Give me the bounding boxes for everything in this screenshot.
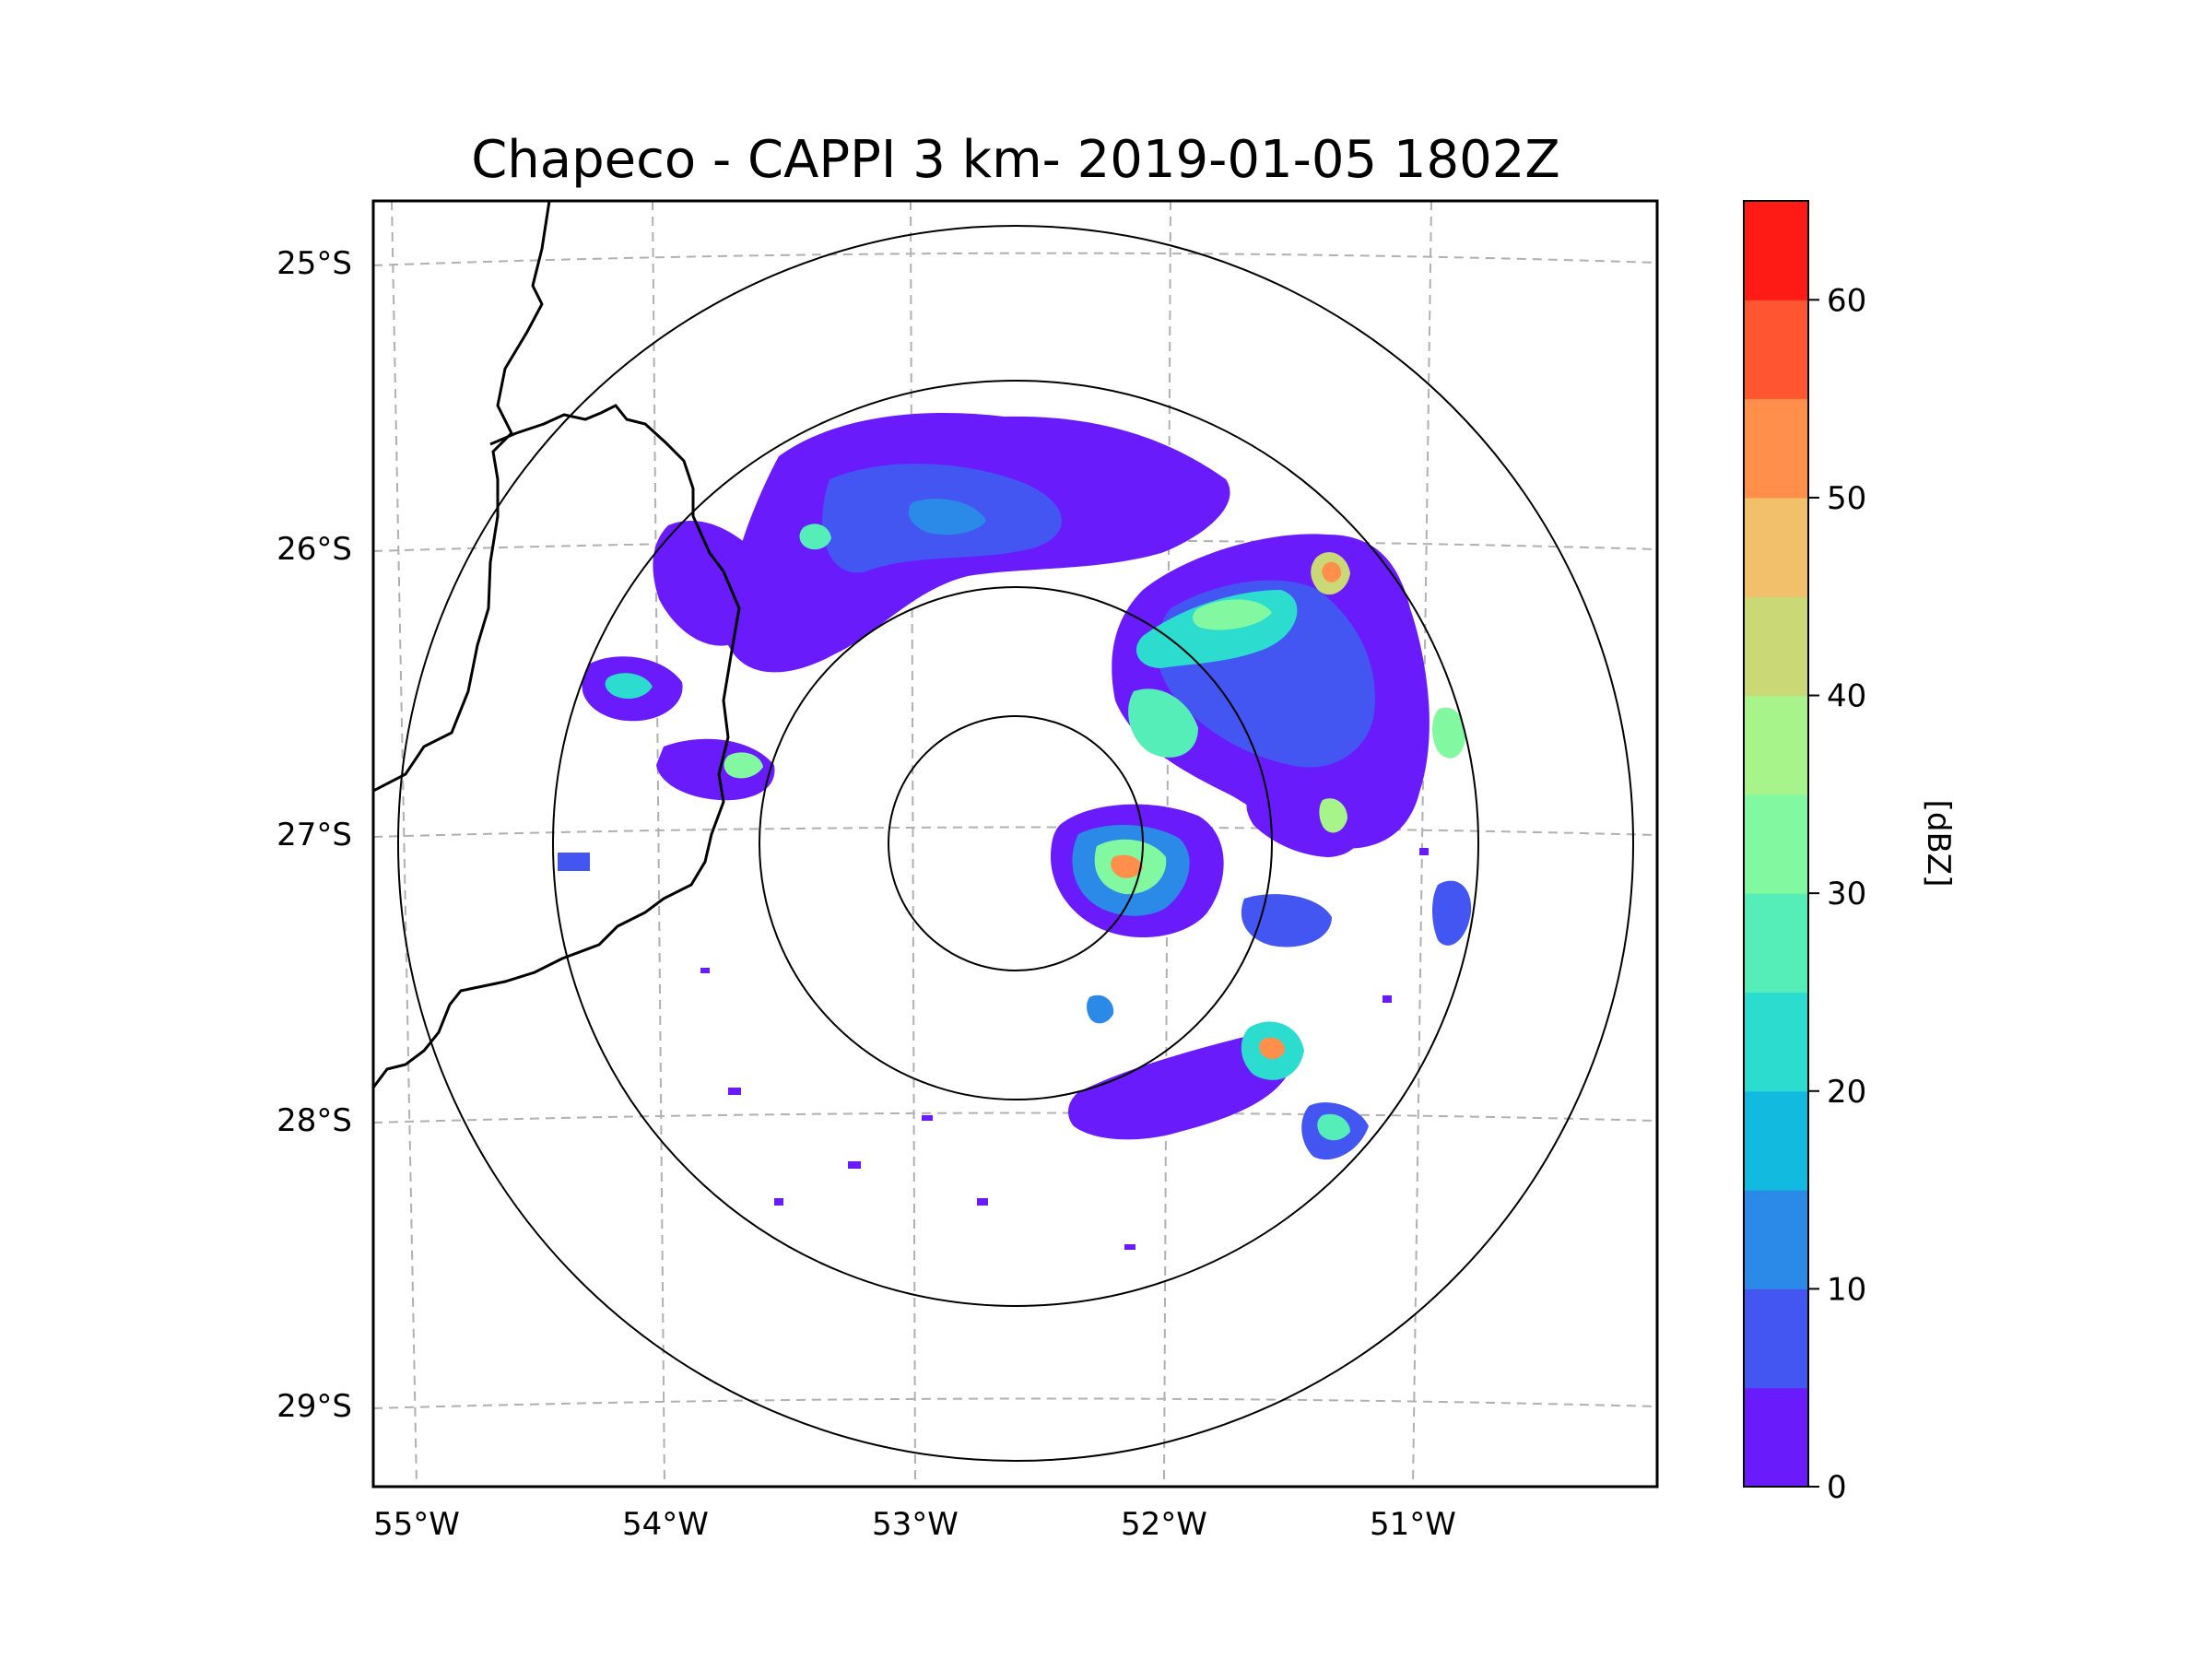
parallel-28s	[373, 1112, 1657, 1124]
colorbar-segment	[1744, 398, 1808, 499]
border-argentina-paraguay	[373, 201, 551, 793]
radar-echoes	[558, 412, 1472, 1250]
map-background	[373, 201, 1657, 1487]
range-ring-1	[888, 715, 1144, 971]
parallel-26s	[373, 539, 1657, 552]
colorbar-segment	[1744, 596, 1808, 697]
echo-central-storm-peak	[1111, 854, 1143, 878]
echo-ne-peak-core	[1322, 561, 1342, 582]
colorbar-segment	[1744, 1090, 1808, 1191]
echo-speckle-8	[1382, 995, 1392, 1003]
lat-tick-label: 28°S	[276, 1102, 352, 1139]
echo-east-cell-core	[1319, 798, 1347, 833]
chart-title: Chapeco - CAPPI 3 km- 2019-01-05 1802Z	[471, 130, 1560, 190]
map-panel	[371, 199, 1659, 1488]
echo-southeast-cell-core	[1317, 1113, 1350, 1141]
colorbar-label: [dBZ]	[1920, 800, 1957, 888]
colorbar-segment	[1744, 695, 1808, 795]
lon-tick-label: 52°W	[1121, 1506, 1207, 1543]
colorbar-tick-label: 10	[1827, 1271, 1866, 1308]
echo-speckle-2	[848, 1161, 861, 1169]
lon-tick-labels: 55°W 54°W 53°W 52°W 51°W	[373, 1506, 1456, 1543]
echo-speckle-5	[728, 1088, 741, 1095]
echo-nw-cell-core	[799, 524, 831, 550]
colorbar-tick-label: 40	[1827, 678, 1866, 715]
colorbar-segment	[1744, 497, 1808, 597]
colorbar-segment	[1744, 992, 1808, 1092]
range-ring-3	[552, 380, 1479, 1307]
lon-tick-label: 54°W	[622, 1506, 709, 1543]
colorbar-frame	[1743, 200, 1809, 1488]
meridian-53w	[910, 201, 916, 1487]
colorbar-tick-label: 30	[1827, 876, 1866, 912]
echo-ne-arm	[1128, 688, 1198, 758]
colorbar-segment	[1744, 201, 1808, 300]
colorbar-segment	[1744, 300, 1808, 400]
colorbar-segment	[1744, 1190, 1808, 1289]
lat-tick-label: 25°S	[276, 245, 352, 282]
lat-tick-label: 27°S	[276, 817, 352, 853]
lat-tick-label: 29°S	[276, 1388, 352, 1425]
echo-west-1-core	[605, 673, 653, 700]
colorbar-segment	[1744, 794, 1808, 894]
echo-ne-band-core	[1193, 599, 1272, 630]
colorbar-tick-label: 20	[1827, 1074, 1866, 1111]
colorbar-tick-label: 60	[1827, 282, 1866, 319]
meridian-51w	[1412, 201, 1432, 1487]
echo-south-band	[1067, 1033, 1293, 1140]
echo-speckle-7	[922, 1115, 933, 1121]
colorbar-tick-label: 50	[1827, 480, 1866, 517]
colorbar-segments	[1744, 201, 1808, 1488]
range-ring-2	[759, 586, 1273, 1100]
map-content	[373, 201, 1657, 1487]
echo-speckle-1	[774, 1198, 783, 1206]
parallel-27s	[373, 826, 1657, 838]
lon-tick-label: 55°W	[373, 1506, 460, 1543]
meridian-54w	[652, 201, 665, 1487]
colorbar-ticks: 0 10 20 30 40 50 60	[1808, 282, 1866, 1506]
echo-west-small	[558, 853, 590, 871]
echo-speckle-4	[1124, 1244, 1135, 1250]
colorbar-segment	[1744, 1288, 1808, 1389]
parallel-25s	[373, 252, 1657, 266]
echo-speckle-6	[700, 968, 710, 973]
lon-tick-label: 53°W	[872, 1506, 959, 1543]
meridian-55w	[391, 201, 418, 1487]
echo-south-small	[1087, 994, 1114, 1024]
range-rings	[397, 225, 1634, 1462]
echo-south-band-peak	[1259, 1037, 1285, 1060]
echo-west-2-core	[724, 752, 763, 779]
colorbar-tick-label: 0	[1827, 1469, 1847, 1506]
echo-nw-cell	[653, 520, 771, 646]
colorbar-segment	[1744, 1387, 1808, 1488]
border-brazil-argentina	[373, 404, 741, 1088]
echo-east-edge-1	[1432, 707, 1465, 759]
map-frame	[371, 199, 1659, 1488]
echo-speckle-3	[977, 1198, 988, 1206]
echo-east-edge-2	[1432, 880, 1472, 946]
lat-tick-labels: 25°S 26°S 27°S 28°S 29°S	[276, 245, 352, 1425]
parallel-29s	[373, 1397, 1657, 1409]
lat-tick-label: 26°S	[276, 531, 352, 568]
country-borders	[373, 201, 741, 1088]
colorbar-segment	[1744, 893, 1808, 993]
lon-tick-label: 51°W	[1370, 1506, 1456, 1543]
echo-north-band-core	[908, 499, 986, 535]
echo-speckle-9	[1419, 848, 1429, 855]
range-ring-4	[397, 225, 1634, 1462]
colorbar: 0 10 20 30 40 50 60 [dBZ]	[1743, 200, 1957, 1506]
